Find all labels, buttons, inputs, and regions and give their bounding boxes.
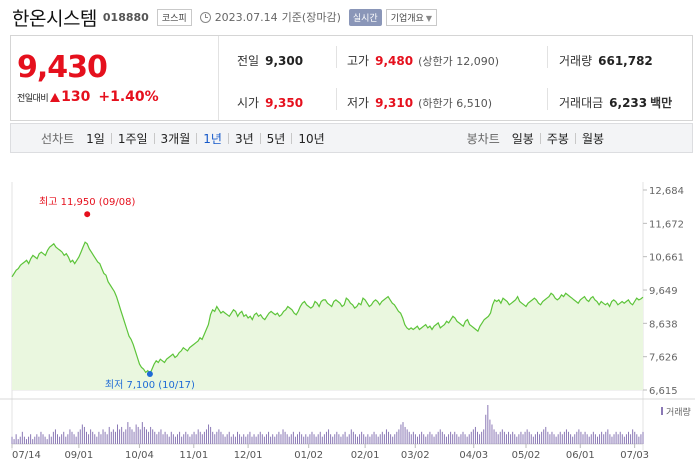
open-value: 9,350 — [265, 96, 304, 110]
candle-monthly[interactable]: 월봉 — [581, 131, 605, 146]
company-overview-button[interactable]: 기업개요 ▼ — [385, 8, 437, 26]
low-annotation: 최저 7,100 (10/17) — [105, 379, 195, 391]
realtime-button[interactable]: 실시간 — [348, 8, 382, 26]
stock-name: 한온시스템 — [12, 7, 97, 30]
change-value: 130 — [61, 89, 91, 105]
amount-unit: 백만 — [650, 96, 673, 110]
period-bar: 선차트 1일 1주일 3개월 1년 3년 5년 10년 봉차트 일봉 주봉 월봉 — [10, 123, 693, 153]
price-summary: 9,430 전일대비 130 +1.40% — [11, 36, 219, 120]
prev-value: 9,300 — [265, 54, 304, 68]
y-tick-label: 12,684 — [649, 186, 684, 197]
high-label: 고가 — [347, 54, 370, 68]
stat-open: 시가 9,350 — [237, 94, 303, 111]
volume-bars: 거래량 — [11, 405, 691, 444]
volume-legend: 거래량 — [666, 406, 691, 418]
divider — [336, 88, 337, 110]
stat-low: 저가 9,310 (하한가 6,510) — [347, 94, 492, 111]
period-1w[interactable]: 1주일 — [117, 131, 148, 146]
y-tick-label: 6,615 — [649, 386, 678, 397]
upper-limit: (상한가 12,090) — [418, 55, 499, 68]
change-percent: +1.40% — [98, 89, 159, 105]
stat-high: 고가 9,480 (상한가 12,090) — [347, 52, 499, 69]
volume-value: 661,782 — [598, 54, 653, 68]
x-tick-label: 07/03 — [620, 450, 649, 461]
x-tick-label: 02/01 — [351, 450, 380, 461]
clock-icon — [199, 11, 211, 23]
y-axis-ticks: 12,684 11,672 10,661 9,649 8,638 7,626 6,615 — [643, 186, 684, 397]
period-1y[interactable]: 1년 — [203, 131, 222, 146]
y-tick-label: 9,649 — [649, 286, 678, 297]
x-tick-label: 01/02 — [294, 450, 323, 461]
x-tick-label: 07/14 — [12, 450, 41, 461]
x-tick-label: 10/04 — [125, 450, 154, 461]
open-label: 시가 — [237, 96, 260, 110]
stock-header: 한온시스템 018880 코스피 2023.07.14 기준(장마감) 실시간 … — [12, 5, 437, 30]
change-row: 전일대비 130 +1.40% — [17, 89, 159, 105]
x-tick-label: 04/03 — [459, 450, 488, 461]
market-status: 기준(장마감) — [281, 11, 341, 24]
low-point-marker — [146, 371, 153, 378]
period-3y[interactable]: 3년 — [234, 131, 254, 146]
high-point-marker — [84, 211, 91, 218]
y-tick-label: 11,672 — [649, 219, 684, 230]
price-area — [12, 242, 643, 390]
amount-label: 거래대금 — [559, 96, 604, 110]
x-tick-label: 06/01 — [566, 450, 595, 461]
prev-label: 전일 — [237, 54, 260, 68]
stat-amount: 거래대금 6,233 백만 — [559, 94, 672, 111]
price-panel: 9,430 전일대비 130 +1.40% 전일 9,300 시가 9,350 … — [10, 35, 693, 121]
period-5y[interactable]: 5년 — [266, 131, 286, 146]
stat-prev: 전일 9,300 — [237, 52, 303, 69]
period-10y[interactable]: 10년 — [298, 131, 325, 146]
company-overview-label: 기업개요 — [390, 13, 424, 24]
low-label: 저가 — [347, 96, 370, 110]
stock-code: 018880 — [102, 10, 149, 24]
x-tick-label: 03/02 — [401, 450, 430, 461]
volume-legend-swatch — [661, 407, 663, 415]
change-label: 전일대비 — [17, 93, 49, 104]
divider — [547, 46, 548, 68]
period-3m[interactable]: 3개월 — [160, 131, 191, 146]
y-tick-label: 10,661 — [649, 253, 684, 264]
x-axis-ticks: 07/14 09/01 10/04 11/01 12/01 01/02 02/01 03/02… — [11, 444, 649, 461]
amount-value: 6,233 — [609, 96, 648, 110]
low-value: 9,310 — [375, 96, 414, 110]
chevron-down-icon: ▼ — [425, 13, 432, 23]
divider — [547, 88, 548, 110]
candle-weekly[interactable]: 주봉 — [546, 131, 569, 146]
divider — [336, 46, 337, 68]
market-badge: 코스피 — [156, 8, 192, 26]
period-1d[interactable]: 1일 — [86, 131, 105, 146]
candle-daily[interactable]: 일봉 — [511, 131, 534, 146]
high-value: 9,480 — [375, 54, 414, 68]
line-chart-title: 선차트 — [41, 131, 75, 146]
stat-volume: 거래량 661,782 — [559, 52, 653, 69]
high-annotation: 최고 11,950 (09/08) — [39, 196, 135, 208]
volume-label: 거래량 — [559, 54, 593, 68]
x-tick-label: 05/02 — [512, 450, 541, 461]
y-tick-label: 7,626 — [649, 353, 678, 364]
base-date: 2023.07.14 — [214, 10, 278, 24]
chart-markers: 최고 11,950 (09/08) 최저 7,100 (10/17) — [39, 196, 195, 391]
up-triangle-icon — [50, 92, 61, 102]
x-tick-label: 12/01 — [234, 450, 263, 461]
candle-chart-title: 봉차트 — [466, 131, 500, 146]
current-price: 9,430 — [17, 50, 108, 85]
price-line — [11, 241, 644, 376]
lower-limit: (하한가 6,510) — [418, 97, 492, 110]
x-tick-label: 09/01 — [64, 450, 93, 461]
y-tick-label: 8,638 — [649, 319, 678, 330]
x-tick-label: 11/01 — [179, 450, 208, 461]
chart-grid — [0, 182, 695, 450]
